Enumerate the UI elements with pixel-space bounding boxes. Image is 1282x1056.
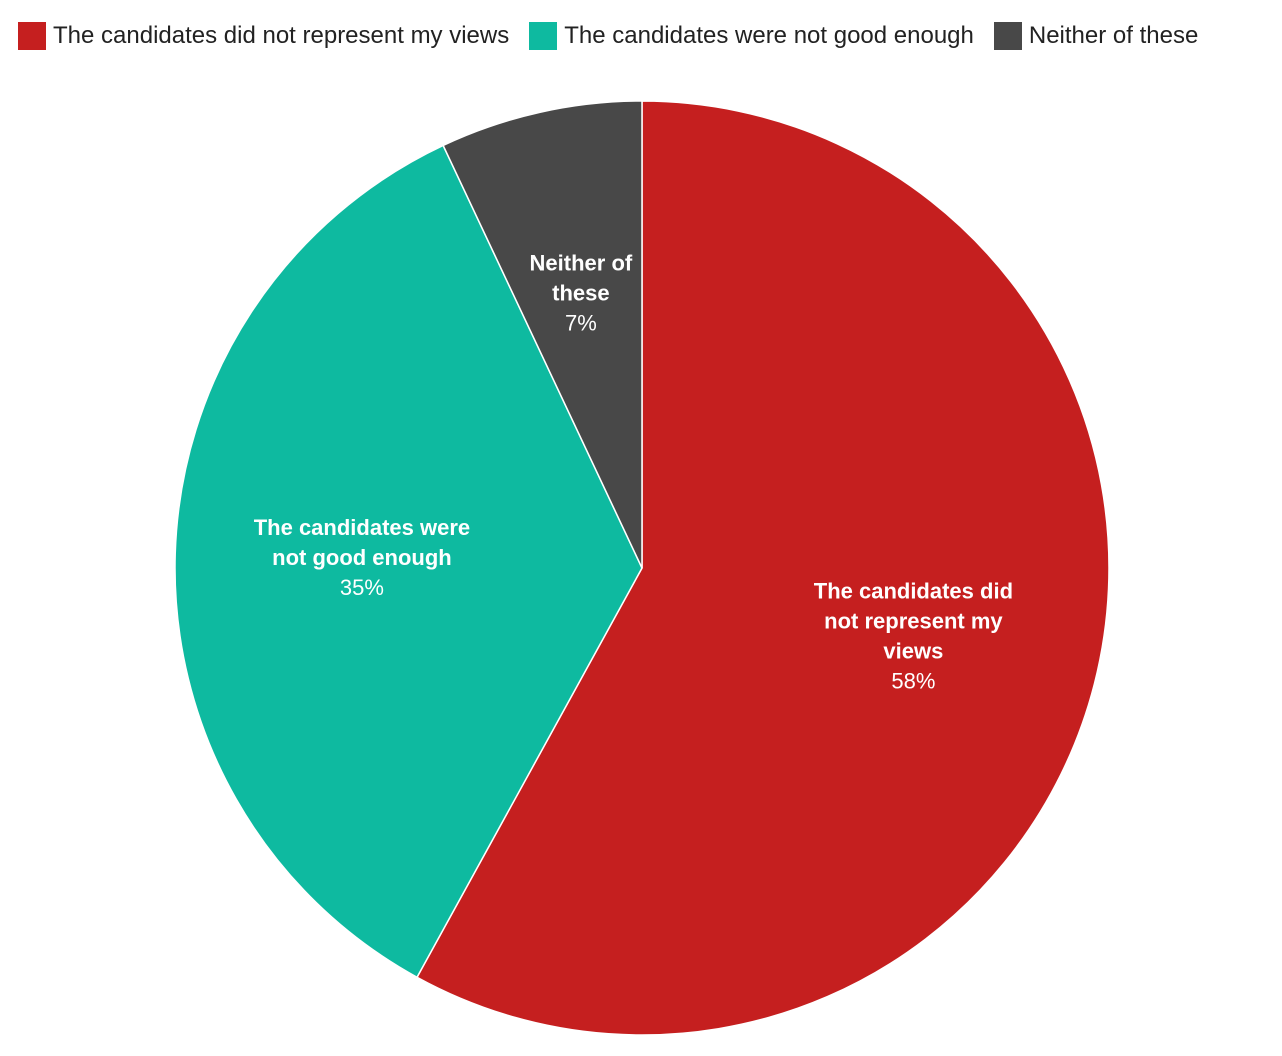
pie-label-name-line: The candidates were [254, 515, 470, 540]
pie-label-the-candidates-were-not-good-enough: The candidates were not good enough 35% [254, 515, 470, 600]
pie-label-value: 35% [340, 575, 384, 600]
pie-label-name-line: not represent my [824, 608, 1003, 633]
pie-label-name-line: these [552, 280, 609, 305]
pie-label-name-line: views [883, 638, 943, 663]
legend-item-not-represent[interactable]: The candidates did not represent my view… [18, 22, 509, 50]
pie-label-the-candidates-did-not-represent-my-views: The candidates did not represent my views 5… [814, 578, 1013, 693]
pie-label-name-line: Neither of [530, 250, 633, 275]
pie-label-name-line: The candidates did [814, 578, 1013, 603]
pie-slice-the-candidates-were-not-good-enough[interactable] [174, 144, 643, 979]
chart-legend: The candidates did not represent my view… [18, 22, 1198, 50]
pie-label-value: 7% [565, 310, 597, 335]
pie-slices [174, 100, 1110, 1036]
legend-item-not-good-enough[interactable]: The candidates were not good enough [529, 22, 974, 50]
legend-item-neither[interactable]: Neither of these [993, 22, 1199, 50]
pie-slice-the-candidates-did-not-represent-my-views[interactable] [416, 100, 1110, 1036]
pie-label-name-line: not good enough [272, 545, 452, 570]
pie-label-neither-of-these: Neither of these 7% [530, 250, 633, 335]
legend-swatch-neither [993, 22, 1022, 50]
legend-swatch-not-represent [18, 22, 46, 50]
pie-labels: The candidates did not represent my views 5… [254, 250, 1013, 693]
legend-label-not-good-enough: The candidates were not good enough [564, 22, 974, 49]
pie-slice-neither-of-these[interactable] [442, 100, 643, 569]
legend-label-not-represent: The candidates did not represent my view… [53, 22, 510, 49]
legend-label-neither: Neither of these [1028, 22, 1199, 49]
legend-swatch-not-good-enough [529, 22, 558, 50]
pie-label-value: 58% [891, 668, 935, 693]
